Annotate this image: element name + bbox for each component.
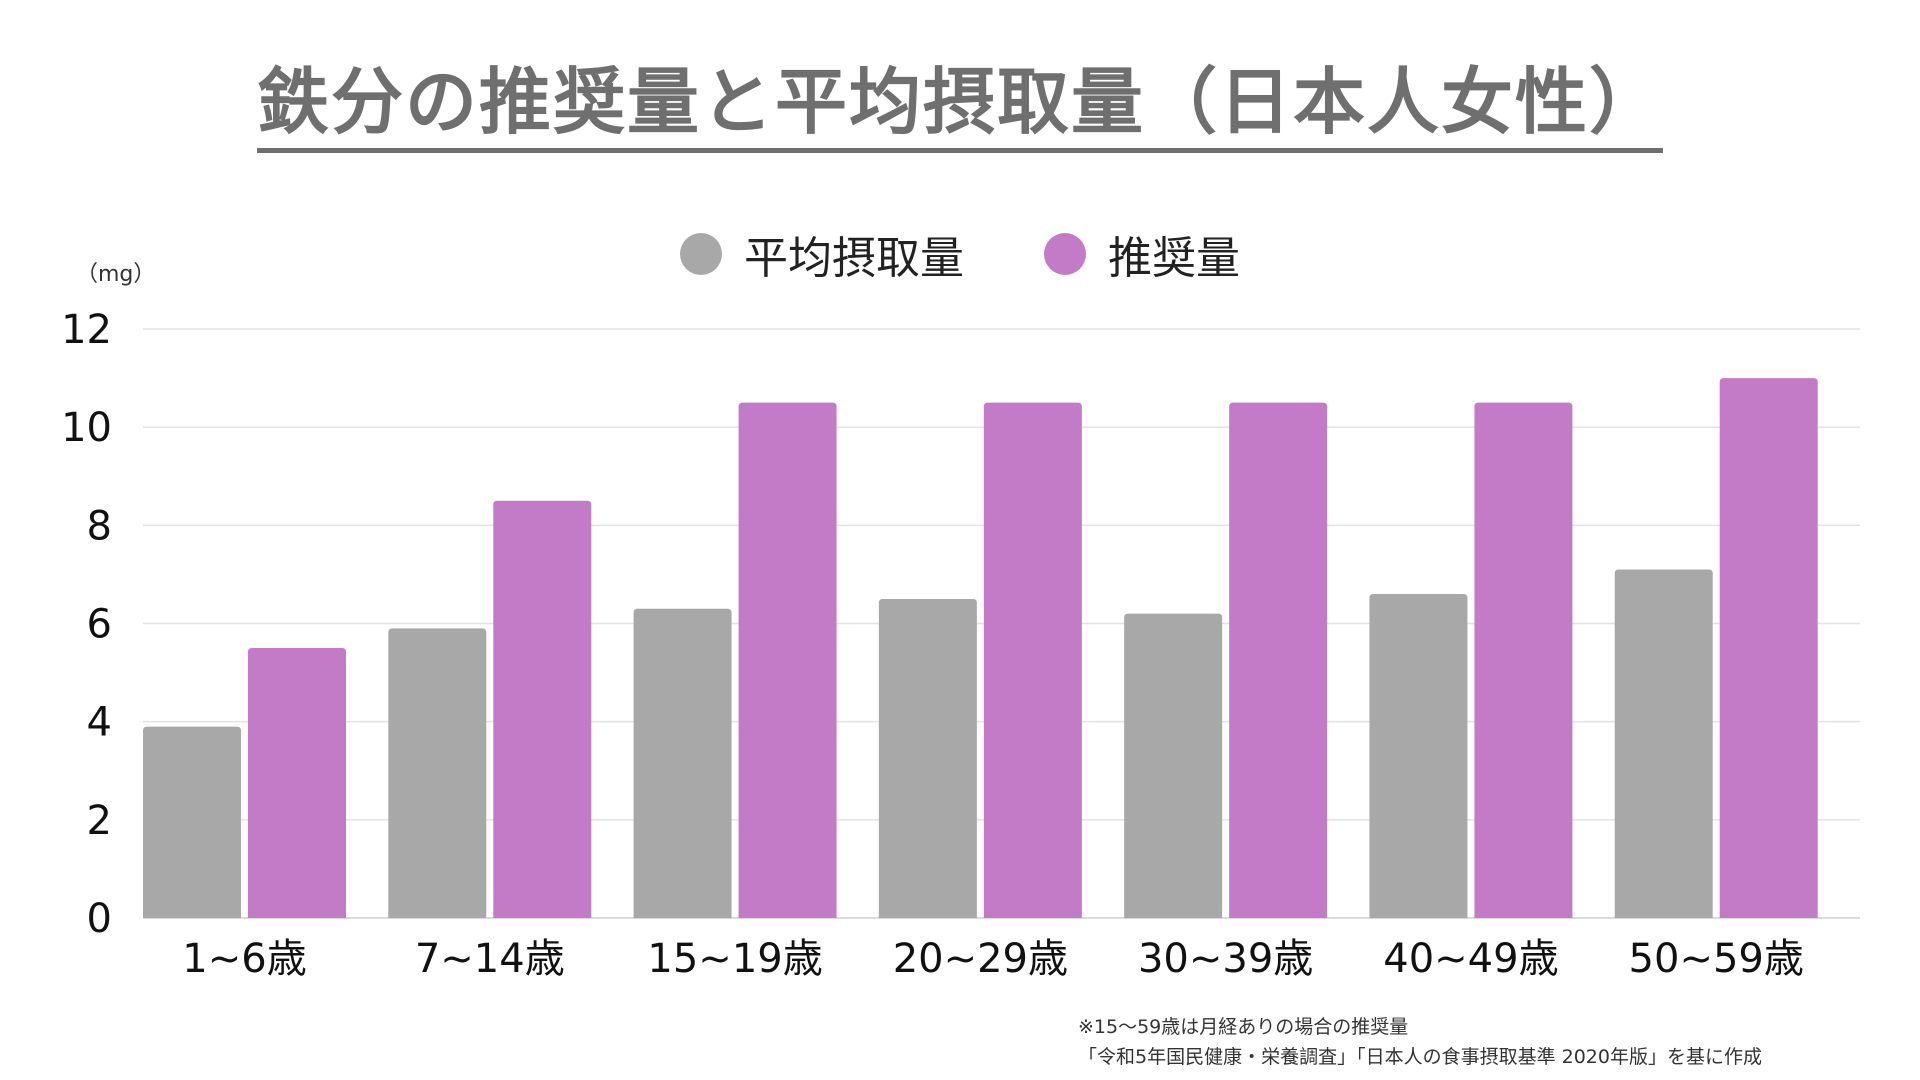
bar-average-4 [1124, 613, 1223, 918]
x-tick-label-6: 50~59歳 [1629, 936, 1804, 982]
y-tick-label-12: 12 [61, 307, 112, 353]
y-tick-label-4: 4 [87, 700, 112, 746]
chart-title-text: 鉄分の推奨量と平均摂取量（日本人女性） [256, 61, 1663, 153]
y-tick-label-2: 2 [87, 798, 112, 844]
bar-average-6 [1614, 569, 1713, 918]
y-tick-label-6: 6 [87, 602, 112, 648]
footnotes: ※15〜59歳は月経ありの場合の推奨量 「令和5年国民健康・栄養調査」「日本人の… [1078, 1012, 1762, 1072]
bar-average-0 [143, 726, 241, 918]
bar-average-5 [1369, 594, 1468, 918]
bar-recommended-3 [983, 402, 1082, 918]
y-tick-label-0: 0 [87, 896, 112, 942]
x-tick-label-3: 20~29歳 [893, 936, 1068, 982]
x-tick-label-5: 40~49歳 [1383, 936, 1558, 982]
x-tick-label-0: 1~6歳 [182, 936, 306, 982]
bar-recommended-0 [248, 648, 346, 918]
x-tick-label-4: 30~39歳 [1138, 936, 1313, 982]
legend-swatch-recommended [1044, 233, 1086, 275]
y-axis-unit-label: （mg） [76, 262, 156, 287]
y-tick-label-8: 8 [87, 503, 112, 549]
x-tick-label-2: 15~19歳 [647, 936, 822, 982]
x-tick-label-1: 7~14歳 [415, 936, 565, 982]
bar-recommended-5 [1474, 402, 1573, 918]
y-tick-label-10: 10 [61, 405, 112, 451]
bar-recommended-2 [738, 402, 837, 918]
bar-average-2 [633, 608, 732, 918]
legend-item-average-intake: 平均摂取量 [680, 222, 964, 286]
bar-recommended-4 [1229, 402, 1328, 918]
legend-label-average-intake: 平均摂取量 [744, 233, 964, 284]
legend: 平均摂取量 推奨量 [0, 222, 1920, 286]
bar-recommended-6 [1719, 378, 1818, 918]
bar-average-1 [388, 628, 487, 918]
legend-label-recommended: 推奨量 [1108, 233, 1240, 284]
legend-swatch-average-intake [680, 233, 722, 275]
chart-title: 鉄分の推奨量と平均摂取量（日本人女性） [0, 60, 1920, 153]
legend-item-recommended: 推奨量 [1044, 222, 1240, 286]
bar-average-3 [878, 598, 977, 918]
bar-recommended-1 [493, 500, 592, 918]
footnote-line-1: ※15〜59歳は月経ありの場合の推奨量 [1078, 1016, 1409, 1038]
footnote-line-2: 「令和5年国民健康・栄養調査」「日本人の食事摂取基準 2020年版」を基に作成 [1078, 1046, 1762, 1068]
